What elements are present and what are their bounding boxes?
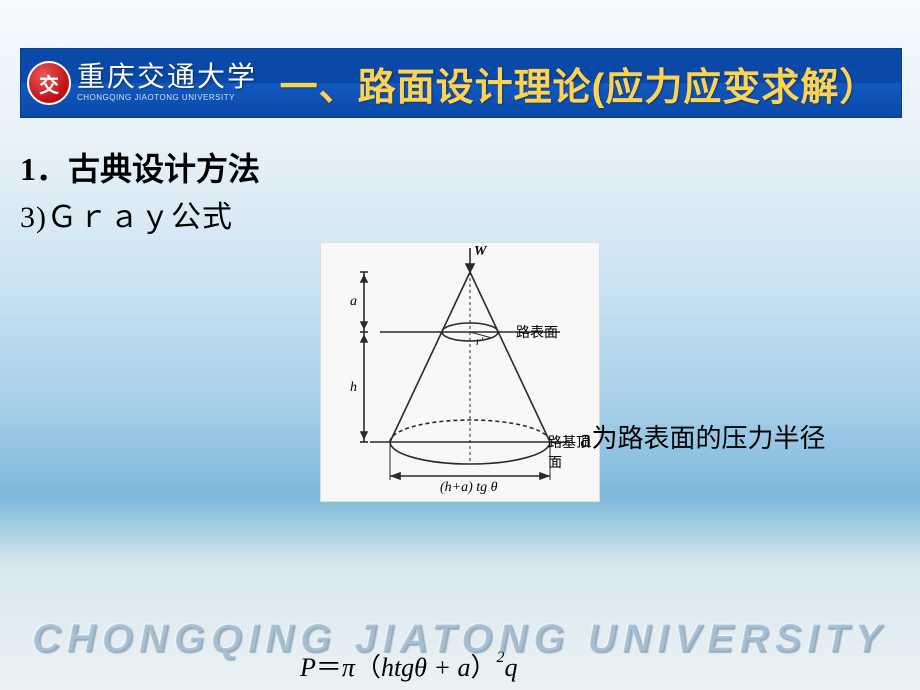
f1-paren-close: ）	[471, 651, 497, 685]
logo-name-cn: 重庆交通大学	[77, 64, 257, 92]
university-logo: 交 重庆交通大学 CHONGQING JIAOTONG UNIVERSITY	[21, 49, 267, 117]
f1-q: q	[505, 651, 518, 685]
slide-title: 一、路面设计理论(应力应变求解）	[267, 56, 901, 111]
cone-figure: W a h r' 路表面 路基顶面 (h+a) tg θ	[320, 242, 600, 502]
formula-block: P ＝ π （ htgθ + a ） 2 q h ＝ 1 tgθ （ 0.564…	[300, 644, 613, 690]
caption-a-definition: a为路表面的压力半径	[580, 418, 826, 455]
slide-body: 1．古典设计方法 3)Ｇｒａｙ公式	[20, 144, 900, 670]
figure-label-h: h	[350, 380, 357, 396]
heading-2: 3)Ｇｒａｙ公式	[20, 192, 900, 236]
f1-lhs: P	[300, 651, 316, 685]
formula-P: P ＝ π （ htgθ + a ） 2 q	[300, 644, 613, 690]
f1-pi: π	[342, 651, 355, 685]
f1-inner: htgθ + a	[381, 651, 471, 685]
heading-1: 1．古典设计方法	[20, 144, 900, 190]
figure-label-r: r'	[476, 334, 483, 349]
logo-text-block: 重庆交通大学 CHONGQING JIAOTONG UNIVERSITY	[77, 64, 257, 102]
logo-badge-icon: 交	[27, 61, 71, 105]
f1-exp: 2	[497, 648, 505, 669]
figure-label-W: W	[474, 244, 486, 260]
logo-name-en: CHONGQING JIAOTONG UNIVERSITY	[77, 94, 257, 102]
f1-eq: ＝	[316, 651, 342, 685]
f1-paren-open: （	[355, 651, 381, 685]
slide-header: 交 重庆交通大学 CHONGQING JIAOTONG UNIVERSITY 一…	[20, 48, 902, 118]
figure-label-surface: 路表面	[516, 322, 558, 342]
figure-label-bottom: (h+a) tg θ	[440, 480, 498, 496]
figure-label-a: a	[350, 294, 357, 310]
